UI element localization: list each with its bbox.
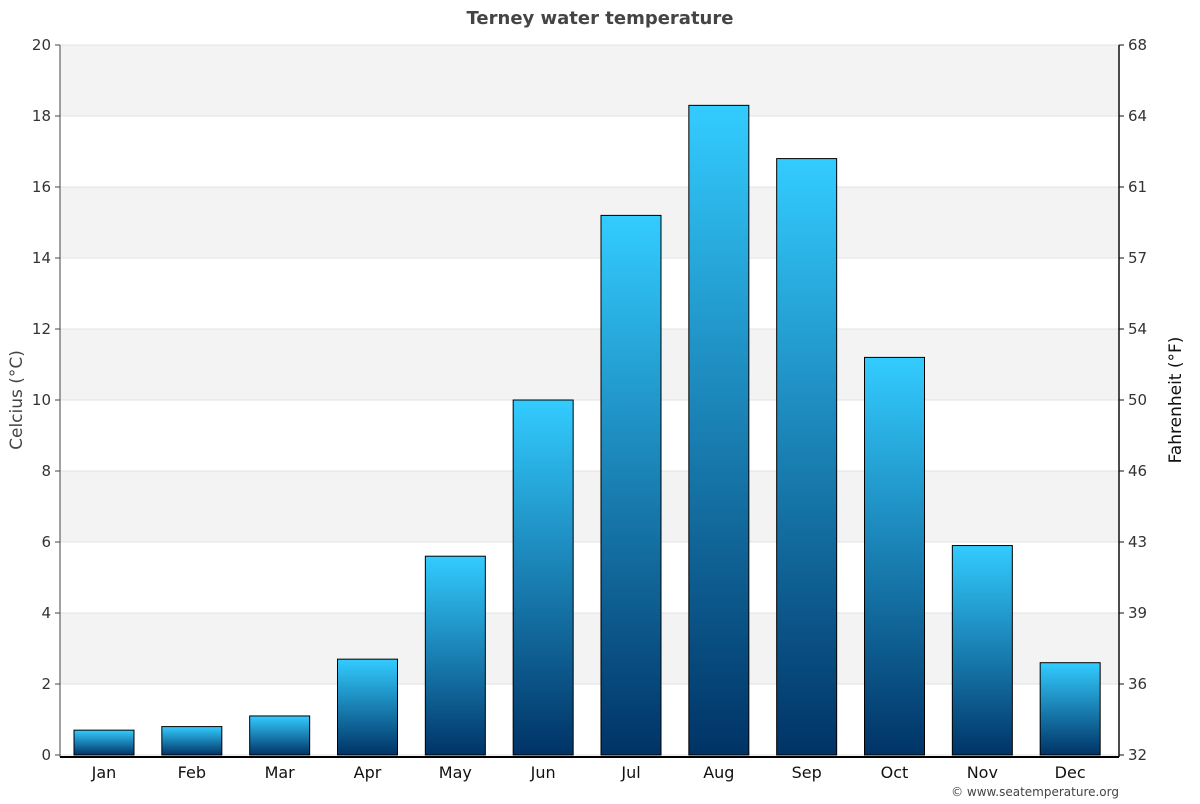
y-tick-label-left: 4 xyxy=(41,604,51,622)
background-band xyxy=(60,613,1119,684)
x-ticks: Jan Feb Mar Apr May Jun Jul Aug Sep Oct Nov Dec xyxy=(91,763,1086,782)
y-tick-label-right: 36 xyxy=(1128,675,1147,693)
bar-may xyxy=(424,555,486,756)
y-tick-label-left: 2 xyxy=(41,675,51,693)
bar-dec xyxy=(1039,662,1101,756)
y-tick-label-right: 68 xyxy=(1128,36,1147,54)
y-tick-label-right: 61 xyxy=(1128,178,1147,196)
x-tick-label: May xyxy=(439,763,472,782)
y-tick-label-left: 6 xyxy=(41,533,51,551)
x-tick-label: Aug xyxy=(703,763,734,782)
y-tick-label-right: 39 xyxy=(1128,604,1147,622)
x-tick-label: Jul xyxy=(620,763,640,782)
credit-text: © www.seatemperature.org xyxy=(951,785,1119,799)
bar-mar xyxy=(249,715,311,756)
bar-nov xyxy=(951,545,1013,756)
y-tick-label-left: 0 xyxy=(41,746,51,764)
bar-jul xyxy=(600,214,662,756)
x-tick-label: Jun xyxy=(530,763,556,782)
x-tick-label: Dec xyxy=(1055,763,1086,782)
background-band xyxy=(60,471,1119,542)
bar-jun xyxy=(512,399,574,756)
x-tick-label: Apr xyxy=(354,763,382,782)
y-tick-label-left: 20 xyxy=(32,36,51,54)
x-tick-label: Mar xyxy=(265,763,296,782)
background-bands xyxy=(60,45,1119,684)
background-band xyxy=(60,45,1119,116)
bar-sep xyxy=(776,158,838,756)
bar-aug xyxy=(688,104,750,756)
background-band xyxy=(60,329,1119,400)
y-tick-label-right: 43 xyxy=(1128,533,1147,551)
x-tick-label: Feb xyxy=(178,763,206,782)
y-ticks-left: 0 2 4 6 8 10 12 14 16 18 20 xyxy=(32,36,60,764)
x-tick-label: Jan xyxy=(91,763,117,782)
y-tick-label-right: 64 xyxy=(1128,107,1147,125)
y-tick-label-left: 16 xyxy=(32,178,51,196)
bar-oct xyxy=(864,356,925,756)
y-tick-label-left: 14 xyxy=(32,249,51,267)
y-tick-label-right: 46 xyxy=(1128,462,1147,480)
bar-apr xyxy=(337,658,398,756)
y-tick-label-right: 32 xyxy=(1128,746,1147,764)
bar-feb xyxy=(161,726,223,756)
y-tick-label-left: 12 xyxy=(32,320,51,338)
gridlines xyxy=(60,44,1119,756)
y-tick-label-left: 8 xyxy=(41,462,51,480)
y-axis-label-left: Celcius (°C) xyxy=(7,350,27,450)
y-axis-label-right: Fahrenheit (°F) xyxy=(1166,337,1186,464)
y-tick-label-right: 54 xyxy=(1128,320,1147,338)
bar-jan xyxy=(73,729,135,756)
background-band xyxy=(60,187,1119,258)
y-tick-label-left: 18 xyxy=(32,107,51,125)
y-ticks-right: 32 36 39 43 46 50 54 57 61 64 68 xyxy=(1119,36,1147,764)
bars xyxy=(73,104,1101,756)
axes xyxy=(59,45,1120,758)
x-tick-label: Oct xyxy=(881,763,909,782)
y-tick-label-left: 10 xyxy=(32,391,51,409)
y-tick-label-right: 57 xyxy=(1128,249,1147,267)
x-tick-label: Nov xyxy=(967,763,998,782)
y-tick-label-right: 50 xyxy=(1128,391,1147,409)
x-tick-label: Sep xyxy=(792,763,822,782)
chart-title: Terney water temperature xyxy=(467,8,734,29)
